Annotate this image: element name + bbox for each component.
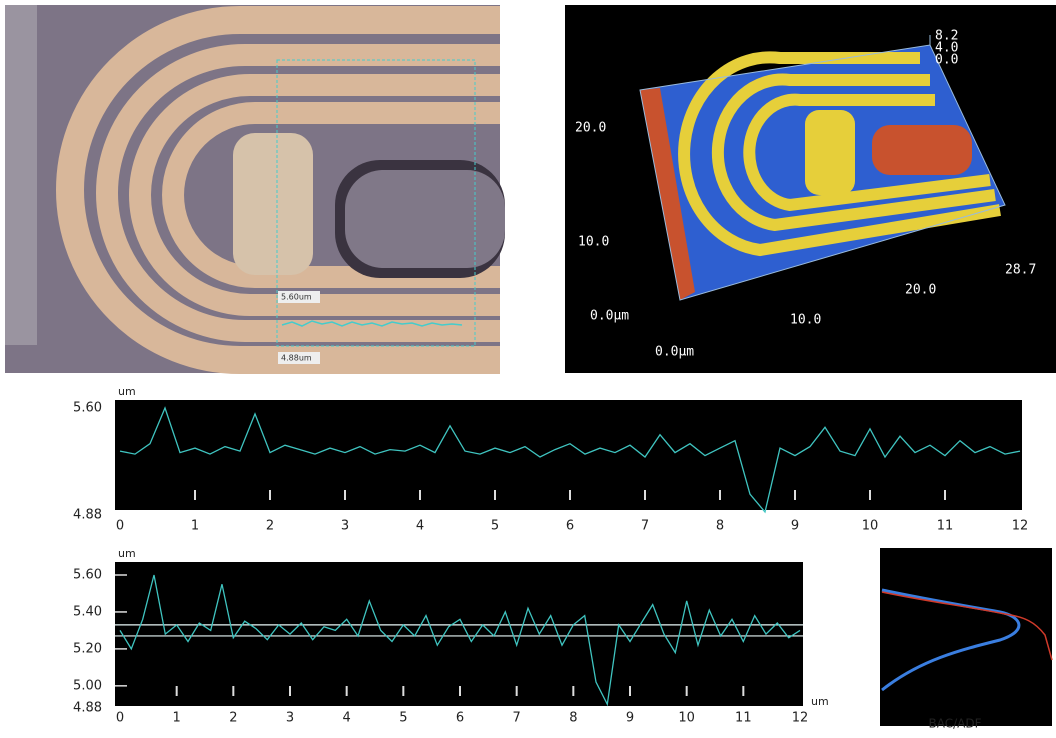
plot-background — [115, 562, 803, 706]
histogram-background — [880, 548, 1052, 726]
x-tick-label: 9 — [626, 711, 634, 726]
x-tick-label: 2 — [229, 711, 237, 726]
x-tick-label: 5 — [399, 711, 407, 726]
y-tick-label: 4.88 — [73, 701, 102, 716]
y-tick-label: 10.0 — [578, 235, 609, 250]
x-tick-label: 28.7 — [1005, 263, 1036, 278]
y-tick-label: 20.0 — [575, 121, 606, 136]
x-tick-label: 0 — [116, 519, 124, 534]
x-tick-label: 3 — [341, 519, 349, 534]
y-unit-label: um — [118, 385, 136, 398]
y-tick-label: 5.40 — [73, 604, 102, 619]
y-tick-label: 5.20 — [73, 641, 102, 656]
x-tick-label: 6 — [456, 711, 464, 726]
surface-3d: 8.2 4.0 0.0 20.0 10.0 0.0µm 0.0µm 10.0 2… — [565, 5, 1056, 373]
left-strip — [5, 5, 37, 345]
x-tick-label: 11 — [937, 519, 954, 534]
pad — [233, 133, 313, 275]
x-tick-label: 0 — [116, 711, 124, 726]
page: 5.60um 4.88um 8.2 4.0 0.0 20.0 10.0 0.0µ… — [0, 0, 1056, 738]
inner-region — [345, 170, 505, 268]
x-tick-label: 1 — [191, 519, 199, 534]
x-tick-label: 1 — [173, 711, 181, 726]
x-tick-label: 11 — [735, 711, 752, 726]
x-tick-label: 4 — [416, 519, 424, 534]
z-tick-label: 0.0 — [935, 53, 958, 68]
scan-label: 5.60um — [281, 293, 312, 302]
figure: 5.60um 4.88um 8.2 4.0 0.0 20.0 10.0 0.0µ… — [0, 0, 1056, 738]
y-unit-label: um — [118, 547, 136, 560]
x-tick-label: 9 — [791, 519, 799, 534]
x-tick-label: 10.0 — [790, 313, 821, 328]
y-tick-label: 5.60 — [73, 568, 102, 583]
x-tick-label: 4 — [343, 711, 351, 726]
histogram-panel: BAC/ADF — [880, 548, 1052, 731]
scan-label: 4.88um — [281, 354, 312, 363]
x-tick-label: 10 — [862, 519, 879, 534]
x-tick-label: 20.0 — [905, 283, 936, 298]
x-tick-label: 2 — [266, 519, 274, 534]
y-tick-label: 0.0µm — [590, 309, 629, 324]
x-tick-label: 8 — [569, 711, 577, 726]
x-tick-label: 12 — [1012, 519, 1029, 534]
x-tick-label: 5 — [491, 519, 499, 534]
x-tick-label: 12 — [792, 711, 809, 726]
y-tick-label: 4.88 — [73, 508, 102, 523]
surface-block — [872, 125, 972, 175]
x-tick-label: 8 — [716, 519, 724, 534]
histogram-label: BAC/ADF — [928, 717, 981, 731]
y-tick-label: 5.60 — [73, 401, 102, 416]
micrograph: 5.60um 4.88um — [5, 5, 505, 373]
x-tick-label: 6 — [566, 519, 574, 534]
x-tick-label: 0.0µm — [655, 345, 694, 360]
x-tick-label: 7 — [513, 711, 521, 726]
x-tick-label: 3 — [286, 711, 294, 726]
x-unit-label: um — [811, 695, 829, 708]
x-tick-label: 7 — [641, 519, 649, 534]
x-tick-label: 10 — [678, 711, 695, 726]
surface-pad — [805, 110, 855, 195]
y-tick-label: 5.00 — [73, 678, 102, 693]
